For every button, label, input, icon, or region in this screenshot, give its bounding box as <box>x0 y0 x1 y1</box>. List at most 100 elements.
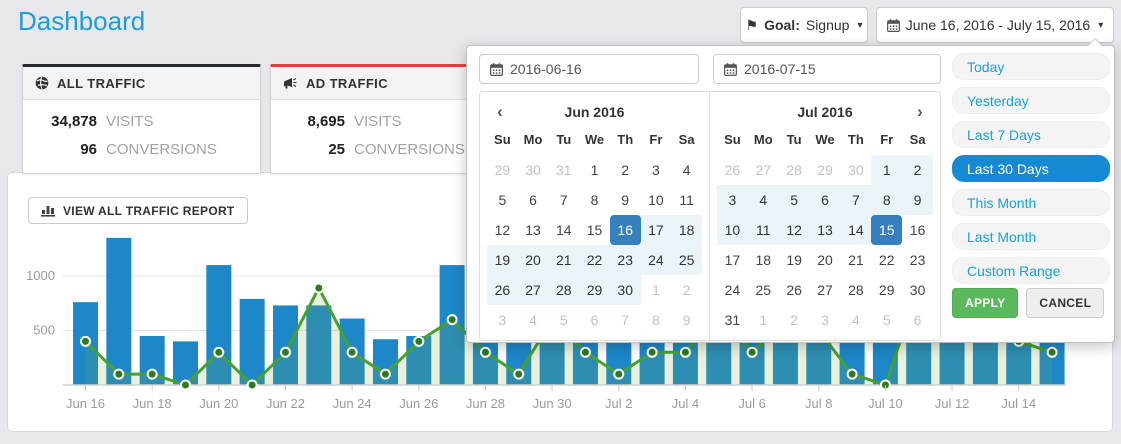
calendar-day[interactable]: 28 <box>848 282 864 298</box>
calendar-day[interactable]: 30 <box>848 162 864 178</box>
calendar-day[interactable]: 1 <box>871 155 903 185</box>
calendar-day[interactable]: 21 <box>548 245 580 275</box>
calendar-day[interactable]: 6 <box>590 312 599 328</box>
range-option-last-30-days[interactable]: Last 30 Days <box>952 155 1110 182</box>
calendar-day[interactable]: 4 <box>747 185 779 215</box>
calendar-day[interactable]: 29 <box>494 162 511 178</box>
calendar-day[interactable]: 27 <box>517 275 549 305</box>
calendar-day[interactable]: 1 <box>590 162 599 178</box>
range-option-today[interactable]: Today <box>952 53 1110 80</box>
end-date-input[interactable]: 2016-07-15 <box>713 54 941 84</box>
calendar-day[interactable]: 1 <box>652 282 660 298</box>
calendar-day[interactable]: 6 <box>529 192 537 208</box>
calendar-day[interactable]: 30 <box>909 282 926 298</box>
calendar-day[interactable]: 6 <box>809 185 841 215</box>
calendar-day[interactable]: 30 <box>609 275 641 305</box>
goal-selector-button[interactable]: ⚑ Goal: Signup ▾ <box>740 7 868 43</box>
calendar-day[interactable]: 7 <box>621 312 630 328</box>
calendar-day[interactable]: 29 <box>878 282 895 298</box>
calendar-day[interactable]: 11 <box>679 192 694 208</box>
calendar-day[interactable]: 4 <box>682 162 691 178</box>
calendar-day[interactable]: 25 <box>671 245 702 275</box>
calendar-day[interactable]: 5 <box>882 312 891 328</box>
calendar-day[interactable]: 5 <box>778 185 810 215</box>
calendar-day[interactable]: 29 <box>817 162 833 178</box>
calendar-day[interactable]: 12 <box>778 215 810 245</box>
calendar-day[interactable]: 21 <box>848 252 864 268</box>
start-date-input[interactable]: 2016-06-16 <box>479 54 699 84</box>
calendar-day[interactable]: 22 <box>579 245 610 275</box>
next-month-icon[interactable]: › <box>917 102 923 121</box>
calendar-day[interactable]: 2 <box>790 312 799 328</box>
calendar-day[interactable]: 28 <box>548 275 580 305</box>
calendar-day[interactable]: 3 <box>821 312 829 328</box>
calendar-day[interactable]: 19 <box>786 252 802 268</box>
calendar-day[interactable]: 17 <box>724 252 741 268</box>
calendar-day[interactable]: 14 <box>840 215 872 245</box>
calendar-day[interactable]: 8 <box>590 192 599 208</box>
apply-button[interactable]: APPLY <box>952 288 1019 318</box>
calendar-day[interactable]: 5 <box>498 192 507 208</box>
calendar-day[interactable]: 22 <box>878 252 895 268</box>
calendar-day[interactable]: 20 <box>817 252 833 268</box>
calendar-day[interactable]: 6 <box>913 312 922 328</box>
calendar-day[interactable]: 7 <box>559 192 568 208</box>
calendar-day[interactable]: 10 <box>648 192 664 208</box>
range-option-yesterday[interactable]: Yesterday <box>952 87 1110 114</box>
calendar-day[interactable]: 19 <box>487 245 518 275</box>
calendar-day[interactable]: 12 <box>494 222 511 238</box>
calendar-day[interactable]: 27 <box>755 162 772 178</box>
calendar-day[interactable]: 10 <box>717 215 748 245</box>
calendar-day[interactable]: 26 <box>487 275 518 305</box>
view-all-traffic-report-button[interactable]: VIEW ALL TRAFFIC REPORT <box>28 197 248 224</box>
calendar-day-selected[interactable]: 15 <box>871 215 903 245</box>
calendar-day[interactable]: 3 <box>498 312 507 328</box>
calendar-day[interactable]: 9 <box>682 312 691 328</box>
calendar-day[interactable]: 29 <box>579 275 610 305</box>
calendar-day[interactable]: 13 <box>525 222 541 238</box>
calendar-day[interactable]: 20 <box>517 245 549 275</box>
calendar-day[interactable]: 2 <box>682 282 691 298</box>
calendar-day[interactable]: 1 <box>759 312 768 328</box>
calendar-day[interactable]: 3 <box>717 185 748 215</box>
range-option-this-month[interactable]: This Month <box>952 189 1110 216</box>
calendar-day[interactable]: 23 <box>609 245 641 275</box>
calendar-day[interactable]: 3 <box>652 162 660 178</box>
calendar-day[interactable]: 17 <box>640 215 672 245</box>
calendar-day[interactable]: 4 <box>851 312 860 328</box>
range-option-last-7-days[interactable]: Last 7 Days <box>952 121 1110 148</box>
calendar-day[interactable]: 26 <box>724 162 741 178</box>
cancel-button[interactable]: CANCEL <box>1026 288 1105 318</box>
calendar-day[interactable]: 14 <box>555 222 572 238</box>
calendar-day[interactable]: 27 <box>817 282 833 298</box>
calendar-day[interactable]: 30 <box>525 162 541 178</box>
calendar-day[interactable]: 24 <box>724 282 741 298</box>
calendar-day[interactable]: 18 <box>755 252 772 268</box>
range-option-custom-range[interactable]: Custom Range <box>952 257 1110 284</box>
calendar-day[interactable]: 15 <box>586 222 603 238</box>
calendar-day[interactable]: 7 <box>840 185 872 215</box>
calendar-day[interactable]: 24 <box>640 245 672 275</box>
calendar-day[interactable]: 4 <box>529 312 537 328</box>
calendar-day-selected[interactable]: 16 <box>609 215 641 245</box>
calendar-day[interactable]: 5 <box>559 312 568 328</box>
calendar-day[interactable]: 8 <box>871 185 903 215</box>
calendar-day[interactable]: 31 <box>724 312 741 328</box>
calendar-day[interactable]: 25 <box>755 282 772 298</box>
prev-month-icon[interactable]: ‹ <box>497 102 503 121</box>
range-option-last-month[interactable]: Last Month <box>952 223 1110 250</box>
daterange-button[interactable]: June 16, 2016 - July 15, 2016 ▾ <box>876 7 1114 43</box>
calendar-day[interactable]: 18 <box>671 215 702 245</box>
calendar-day[interactable]: 9 <box>902 185 933 215</box>
calendar-day[interactable]: 31 <box>555 162 572 178</box>
calendar-day[interactable]: 26 <box>786 282 802 298</box>
calendar-day[interactable]: 2 <box>621 162 630 178</box>
calendar-day[interactable]: 2 <box>902 155 933 185</box>
calendar-day[interactable]: 9 <box>621 192 630 208</box>
calendar-day[interactable]: 16 <box>909 222 926 238</box>
calendar-day[interactable]: 13 <box>809 215 841 245</box>
calendar-day[interactable]: 28 <box>786 162 802 178</box>
calendar-day[interactable]: 23 <box>909 252 926 268</box>
calendar-day[interactable]: 8 <box>652 312 660 328</box>
calendar-day[interactable]: 11 <box>747 215 779 245</box>
